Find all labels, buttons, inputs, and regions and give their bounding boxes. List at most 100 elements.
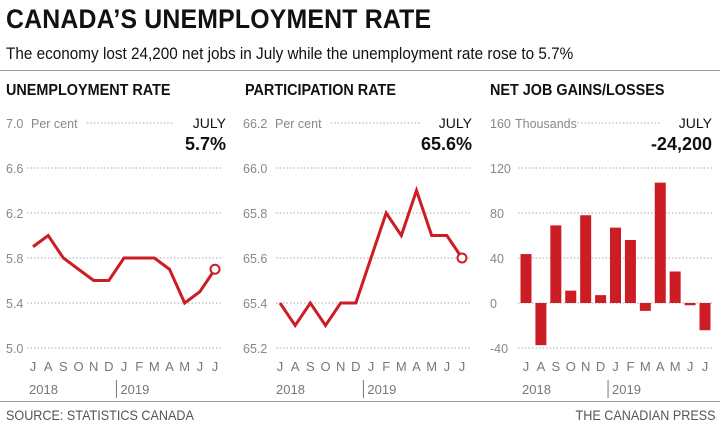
- x-tick-label: J: [702, 359, 709, 374]
- chart-title-participation: PARTICIPATION RATE: [245, 82, 396, 99]
- x-tick-label: N: [336, 359, 345, 374]
- x-tick-label: A: [291, 359, 300, 374]
- year-label: 2019: [612, 382, 641, 397]
- y-tick-label: 6.6: [6, 162, 23, 176]
- x-tick-label: A: [44, 359, 53, 374]
- bar: [595, 295, 607, 303]
- x-tick-label: N: [89, 359, 98, 374]
- x-tick-label: M: [149, 359, 160, 374]
- x-tick-label: M: [426, 359, 437, 374]
- callout-label: JULY: [679, 115, 713, 131]
- x-tick-label: J: [30, 359, 37, 374]
- bar: [624, 240, 636, 303]
- y-tick-label: 6.2: [6, 207, 23, 221]
- x-tick-label: A: [537, 359, 546, 374]
- data-point-latest: [209, 263, 221, 275]
- bar: [565, 290, 577, 303]
- x-tick-label: A: [656, 359, 665, 374]
- x-tick-label: J: [444, 359, 451, 374]
- callout-value: -24,200: [651, 134, 712, 154]
- year-label: 2018: [29, 382, 58, 397]
- y-tick-label: 65.4: [243, 297, 267, 311]
- bar: [639, 303, 651, 311]
- divider: [0, 401, 720, 402]
- y-tick-label: 0: [490, 297, 497, 311]
- data-point-latest: [456, 252, 468, 264]
- x-tick-label: J: [612, 359, 619, 374]
- bar: [610, 227, 621, 303]
- x-tick-label: J: [523, 359, 530, 374]
- x-tick-label: S: [59, 359, 68, 374]
- x-tick-label: J: [459, 359, 466, 374]
- chart-title-unemployment: UNEMPLOYMENT RATE: [6, 82, 171, 99]
- callout-value: 5.7%: [185, 134, 226, 154]
- x-tick-label: A: [165, 359, 174, 374]
- bar: [580, 215, 592, 303]
- y-tick-label: 120: [490, 162, 511, 176]
- series-line: [32, 233, 217, 306]
- divider: [0, 70, 720, 71]
- x-tick-label: O: [320, 359, 330, 374]
- y-tick-label: 65.6: [243, 252, 267, 266]
- bar: [520, 254, 532, 303]
- x-tick-label: F: [382, 359, 390, 374]
- bar: [535, 303, 547, 346]
- x-tick-label: J: [121, 359, 128, 374]
- subtitle: The economy lost 24,200 net jobs in July…: [6, 44, 574, 63]
- callout-label: JULY: [439, 115, 473, 131]
- y-tick-label: 65.8: [243, 207, 267, 221]
- x-tick-label: D: [596, 359, 605, 374]
- x-tick-label: O: [566, 359, 576, 374]
- y-tick-label: 160: [490, 117, 511, 131]
- x-tick-label: D: [104, 359, 113, 374]
- source-note: SOURCE: STATISTICS CANADA: [6, 407, 194, 423]
- y-tick-label: 66.2: [243, 117, 267, 131]
- x-tick-label: M: [670, 359, 681, 374]
- year-label: 2018: [522, 382, 551, 397]
- x-tick-label: O: [73, 359, 83, 374]
- y-tick-label: 5.8: [6, 252, 23, 266]
- x-tick-label: J: [197, 359, 204, 374]
- x-tick-label: D: [351, 359, 360, 374]
- year-label: 2018: [276, 382, 305, 397]
- callout-label: JULY: [193, 115, 227, 131]
- x-tick-label: F: [135, 359, 143, 374]
- x-tick-label: N: [581, 359, 590, 374]
- y-tick-label: 5.0: [6, 342, 23, 356]
- unit-label: Per cent: [31, 117, 78, 131]
- x-tick-label: M: [396, 359, 407, 374]
- y-tick-label: -40: [490, 342, 508, 356]
- unit-label: Per cent: [275, 117, 322, 131]
- x-tick-label: A: [412, 359, 421, 374]
- series-line: [278, 185, 464, 329]
- callout-value: 65.6%: [421, 134, 472, 154]
- y-tick-label: 66.0: [243, 162, 267, 176]
- unit-label: Thousands: [515, 117, 577, 131]
- x-tick-label: M: [640, 359, 651, 374]
- y-tick-label: 5.4: [6, 297, 23, 311]
- chart-title-net-jobs: NET JOB GAINS/LOSSES: [490, 82, 665, 99]
- x-tick-label: J: [212, 359, 219, 374]
- x-tick-label: M: [179, 359, 190, 374]
- y-tick-label: 40: [490, 252, 504, 266]
- bar: [550, 225, 562, 303]
- x-tick-label: J: [277, 359, 284, 374]
- y-tick-label: 65.2: [243, 342, 267, 356]
- year-label: 2019: [120, 382, 149, 397]
- x-tick-label: F: [626, 359, 634, 374]
- year-label: 2019: [367, 382, 396, 397]
- bar: [654, 182, 666, 303]
- x-tick-label: S: [551, 359, 560, 374]
- bar: [684, 303, 696, 306]
- x-tick-label: J: [368, 359, 375, 374]
- bar: [699, 303, 711, 331]
- x-tick-label: J: [687, 359, 694, 374]
- bar: [669, 271, 681, 303]
- y-tick-label: 7.0: [6, 117, 23, 131]
- credit: THE CANADIAN PRESS: [575, 407, 716, 423]
- page-title: CANADA’S UNEMPLOYMENT RATE: [6, 4, 432, 34]
- x-tick-label: S: [306, 359, 315, 374]
- y-tick-label: 80: [490, 207, 504, 221]
